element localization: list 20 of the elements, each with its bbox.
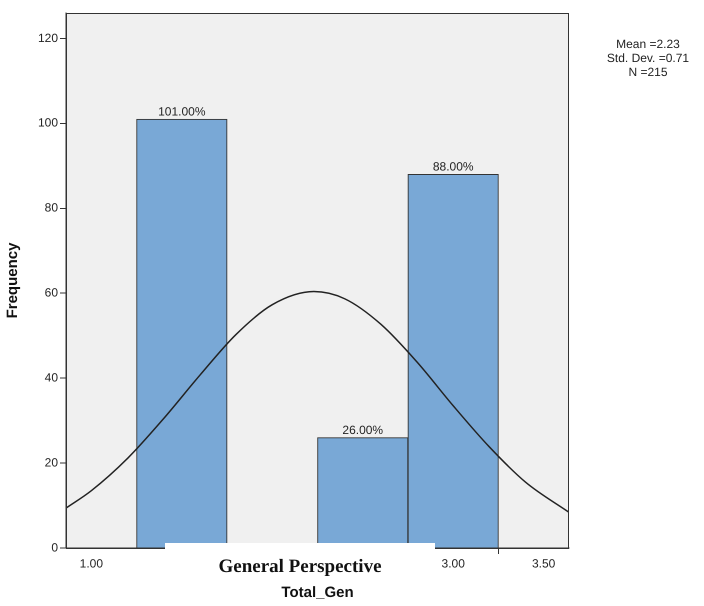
data-label: 26.00% <box>342 422 384 437</box>
data-label: 101.00% <box>158 104 206 118</box>
y-tick-label: 100 <box>38 116 58 130</box>
y-axis-title: Frequency <box>4 242 22 318</box>
text: Mean =2.23 <box>615 37 681 51</box>
y-tick-label: 60 <box>44 286 58 300</box>
text: Std. Dev. =0.71 <box>606 51 690 65</box>
y-tick-label: 0 <box>51 540 58 554</box>
x-tick-label: 3.50 <box>532 556 556 571</box>
line-series <box>66 290 569 514</box>
y-tick-label: 80 <box>44 200 58 215</box>
x-tick-label: 1.00 <box>80 556 104 571</box>
x-tick-label: 3.00 <box>442 556 466 571</box>
y-tick-label: 40 <box>44 370 58 384</box>
y-tick-label: 20 <box>44 455 58 470</box>
data-label: 88.00% <box>432 160 474 174</box>
y-tick-label: 120 <box>38 30 58 45</box>
text: N =215 <box>627 65 669 79</box>
caption-box: General Perspective <box>165 543 435 579</box>
x-axis-title: Total_Gen <box>281 584 354 602</box>
